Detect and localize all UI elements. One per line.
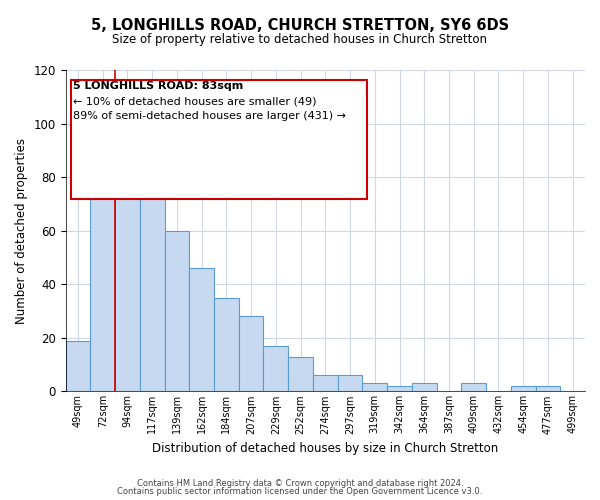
X-axis label: Distribution of detached houses by size in Church Stretton: Distribution of detached houses by size … bbox=[152, 442, 499, 455]
Bar bbox=[190, 268, 214, 392]
Bar bbox=[412, 384, 437, 392]
Bar bbox=[65, 340, 91, 392]
Text: 5, LONGHILLS ROAD, CHURCH STRETTON, SY6 6DS: 5, LONGHILLS ROAD, CHURCH STRETTON, SY6 … bbox=[91, 18, 509, 32]
Text: Size of property relative to detached houses in Church Stretton: Size of property relative to detached ho… bbox=[113, 32, 487, 46]
Bar bbox=[362, 384, 387, 392]
Y-axis label: Number of detached properties: Number of detached properties bbox=[15, 138, 28, 324]
Text: ← 10% of detached houses are smaller (49)
89% of semi-detached houses are larger: ← 10% of detached houses are smaller (49… bbox=[73, 81, 346, 121]
Bar bbox=[461, 384, 486, 392]
FancyBboxPatch shape bbox=[71, 80, 367, 198]
Bar bbox=[536, 386, 560, 392]
Bar bbox=[140, 193, 164, 392]
Bar bbox=[313, 376, 338, 392]
Bar bbox=[263, 346, 288, 392]
Bar bbox=[115, 142, 140, 392]
Bar bbox=[288, 356, 313, 392]
Text: Contains public sector information licensed under the Open Government Licence v3: Contains public sector information licen… bbox=[118, 487, 482, 496]
Bar bbox=[91, 190, 115, 392]
Bar bbox=[387, 386, 412, 392]
Bar bbox=[239, 316, 263, 392]
Bar bbox=[164, 230, 190, 392]
Bar bbox=[214, 298, 239, 392]
Text: Contains HM Land Registry data © Crown copyright and database right 2024.: Contains HM Land Registry data © Crown c… bbox=[137, 478, 463, 488]
Bar bbox=[511, 386, 536, 392]
Text: 5 LONGHILLS ROAD: 83sqm: 5 LONGHILLS ROAD: 83sqm bbox=[73, 81, 244, 91]
Bar bbox=[338, 376, 362, 392]
